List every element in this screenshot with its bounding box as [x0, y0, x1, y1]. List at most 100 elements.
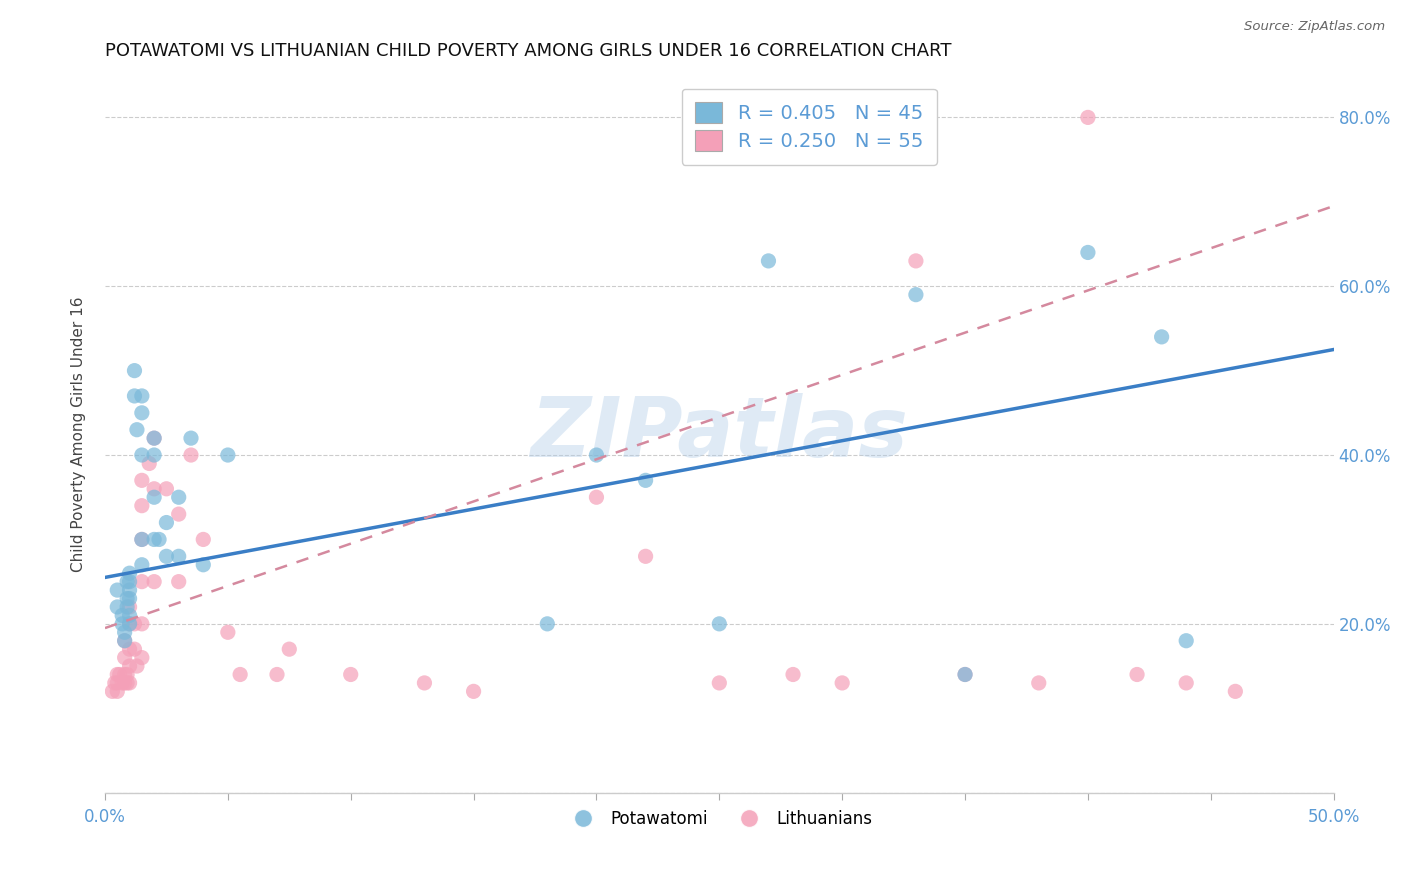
Point — [167, 507, 190, 521]
Point — [413, 676, 436, 690]
Point — [131, 650, 153, 665]
Point — [131, 448, 153, 462]
Point — [118, 616, 141, 631]
Point — [105, 676, 128, 690]
Point — [138, 457, 160, 471]
Point — [143, 448, 166, 462]
Point — [585, 490, 607, 504]
Point — [131, 533, 153, 547]
Point — [904, 287, 927, 301]
Point — [953, 667, 976, 681]
Point — [193, 533, 215, 547]
Point — [1028, 676, 1050, 690]
Point — [709, 676, 731, 690]
Point — [155, 516, 177, 530]
Point — [536, 616, 558, 631]
Point — [115, 599, 138, 614]
Point — [131, 389, 153, 403]
Point — [118, 608, 141, 623]
Point — [118, 574, 141, 589]
Point — [131, 616, 153, 631]
Point — [1175, 633, 1198, 648]
Point — [118, 591, 141, 606]
Point — [1077, 111, 1099, 125]
Point — [131, 558, 153, 572]
Point — [105, 667, 128, 681]
Point — [131, 499, 153, 513]
Point — [143, 533, 166, 547]
Point — [105, 684, 128, 698]
Point — [108, 667, 131, 681]
Point — [1150, 330, 1173, 344]
Point — [124, 642, 146, 657]
Point — [782, 667, 804, 681]
Point — [114, 667, 136, 681]
Point — [131, 574, 153, 589]
Point — [278, 642, 301, 657]
Point — [124, 616, 146, 631]
Point — [1175, 676, 1198, 690]
Point — [101, 684, 124, 698]
Point — [105, 583, 128, 598]
Point — [115, 667, 138, 681]
Point — [143, 431, 166, 445]
Point — [155, 549, 177, 564]
Point — [143, 490, 166, 504]
Point — [114, 633, 136, 648]
Point — [155, 482, 177, 496]
Point — [124, 389, 146, 403]
Point — [118, 566, 141, 581]
Point — [193, 558, 215, 572]
Text: POTAWATOMI VS LITHUANIAN CHILD POVERTY AMONG GIRLS UNDER 16 CORRELATION CHART: POTAWATOMI VS LITHUANIAN CHILD POVERTY A… — [105, 42, 952, 60]
Point — [143, 482, 166, 496]
Point — [634, 549, 657, 564]
Point — [266, 667, 288, 681]
Point — [115, 676, 138, 690]
Point — [1126, 667, 1149, 681]
Point — [115, 591, 138, 606]
Point — [1225, 684, 1247, 698]
Point — [111, 676, 134, 690]
Point — [111, 608, 134, 623]
Point — [953, 667, 976, 681]
Point — [143, 574, 166, 589]
Point — [114, 633, 136, 648]
Point — [124, 363, 146, 377]
Point — [125, 423, 148, 437]
Point — [167, 490, 190, 504]
Text: Source: ZipAtlas.com: Source: ZipAtlas.com — [1244, 20, 1385, 33]
Point — [167, 549, 190, 564]
Point — [339, 667, 361, 681]
Point — [105, 599, 128, 614]
Point — [125, 659, 148, 673]
Point — [217, 625, 239, 640]
Point — [114, 676, 136, 690]
Point — [118, 642, 141, 657]
Point — [180, 431, 202, 445]
Point — [904, 253, 927, 268]
Point — [585, 448, 607, 462]
Point — [180, 448, 202, 462]
Point — [118, 616, 141, 631]
Text: ZIPatlas: ZIPatlas — [530, 393, 908, 475]
Point — [118, 659, 141, 673]
Point — [758, 253, 780, 268]
Point — [463, 684, 485, 698]
Point — [217, 448, 239, 462]
Point — [118, 676, 141, 690]
Point — [118, 599, 141, 614]
Point — [229, 667, 252, 681]
Point — [1077, 245, 1099, 260]
Point — [148, 533, 170, 547]
Point — [167, 574, 190, 589]
Y-axis label: Child Poverty Among Girls Under 16: Child Poverty Among Girls Under 16 — [72, 296, 86, 572]
Point — [118, 583, 141, 598]
Point — [115, 574, 138, 589]
Point — [114, 625, 136, 640]
Point — [131, 474, 153, 488]
Point — [143, 431, 166, 445]
Point — [634, 474, 657, 488]
Legend: Potawatomi, Lithuanians: Potawatomi, Lithuanians — [560, 803, 879, 835]
Point — [131, 406, 153, 420]
Point — [709, 616, 731, 631]
